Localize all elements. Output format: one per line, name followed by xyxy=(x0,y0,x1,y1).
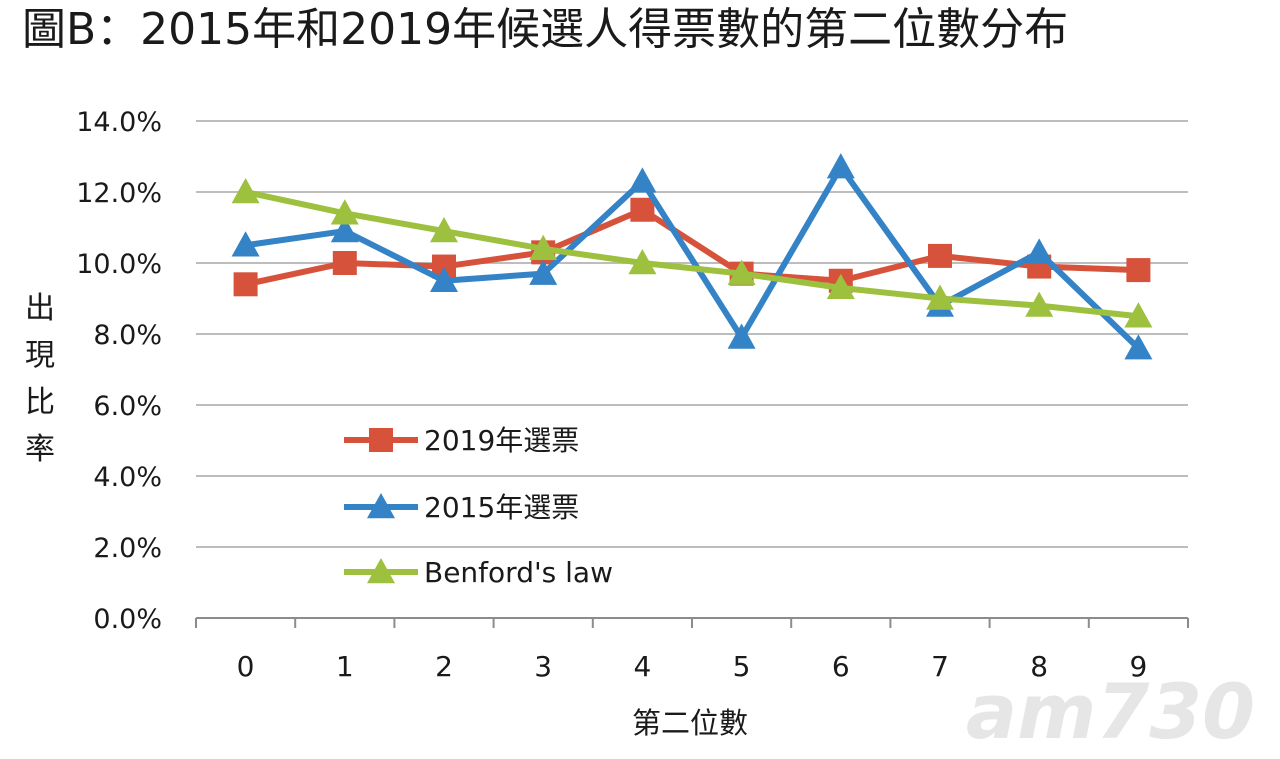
y-axis-title-char: 現 xyxy=(25,338,55,373)
y-axis-title-char: 率 xyxy=(25,432,55,467)
y-tick-label: 12.0% xyxy=(76,178,162,209)
data-point xyxy=(727,323,756,349)
data-point xyxy=(332,251,357,275)
data-point xyxy=(928,243,952,268)
y-tick-label: 14.0% xyxy=(76,107,162,138)
legend: 2019年選票 2015年選票 Benford's law xyxy=(344,424,613,589)
y-axis-title-char: 出 xyxy=(25,291,55,326)
x-tick-label: 3 xyxy=(534,650,552,683)
series-1 xyxy=(231,153,1153,360)
data-point xyxy=(330,217,359,243)
legend-swatch-marker xyxy=(369,428,393,452)
series-2 xyxy=(231,178,1153,328)
data-point xyxy=(330,199,359,225)
legend-entry-label: 2015年選票 xyxy=(424,491,579,524)
data-point xyxy=(628,167,657,193)
x-tick-label: 9 xyxy=(1129,650,1147,683)
data-point xyxy=(1124,334,1153,360)
y-tick-label: 0.0% xyxy=(93,604,162,635)
legend-entry-label: Benford's law xyxy=(424,556,613,589)
data-point xyxy=(1025,291,1054,317)
gridlines xyxy=(196,120,1188,548)
data-point xyxy=(529,234,558,260)
data-point xyxy=(630,197,655,222)
series-line xyxy=(245,164,1141,351)
y-tick-label: 4.0% xyxy=(93,462,162,493)
watermark-logo: am730 xyxy=(966,667,1255,756)
x-tick-label: 5 xyxy=(733,650,751,683)
y-tick-label: 6.0% xyxy=(93,391,162,422)
axes: 0.0% 2.0% 4.0% 6.0% 8.0% 10.0% 12.0% 14.0% 0 1 2 3 4… xyxy=(76,107,1189,683)
data-point xyxy=(1126,258,1151,283)
legend-entry-label: 2019年選票 xyxy=(424,424,579,457)
data-point xyxy=(628,249,657,275)
chart-title: 圖B：2015年和2019年候選人得票數的第二位數分布 xyxy=(22,4,1068,55)
data-point xyxy=(430,266,458,292)
x-tick-label: 7 xyxy=(931,650,949,683)
x-axis-title: 第二位數 xyxy=(632,706,748,740)
data-point xyxy=(231,178,260,204)
data-point xyxy=(826,273,855,300)
series-line xyxy=(244,206,1139,288)
data-point xyxy=(926,284,954,310)
data-point xyxy=(727,259,756,285)
x-tick-label: 1 xyxy=(336,650,354,683)
series-plot xyxy=(231,153,1153,360)
legend-swatch-marker xyxy=(367,558,395,584)
data-point xyxy=(529,259,558,285)
data-point xyxy=(233,272,258,297)
x-tick-label: 2 xyxy=(435,650,453,683)
y-tick-label: 2.0% xyxy=(93,533,162,564)
x-tick-label: 0 xyxy=(237,650,255,683)
data-point xyxy=(1025,238,1054,264)
data-point xyxy=(1124,302,1153,328)
legend-swatch-marker xyxy=(367,493,395,519)
series-line xyxy=(244,189,1139,320)
data-point xyxy=(231,231,260,257)
y-tick-label: 10.0% xyxy=(76,249,162,280)
y-axis-title-char: 比 xyxy=(25,385,55,420)
y-tick-label: 8.0% xyxy=(93,320,162,351)
data-point xyxy=(826,153,855,179)
x-tick-label: 4 xyxy=(633,650,651,683)
data-point xyxy=(430,217,458,243)
x-tick-label: 8 xyxy=(1030,650,1048,683)
data-point xyxy=(432,254,456,279)
x-tick-label: 6 xyxy=(832,650,850,683)
